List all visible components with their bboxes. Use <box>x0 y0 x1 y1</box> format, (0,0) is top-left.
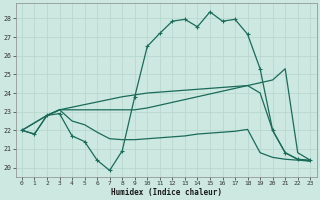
X-axis label: Humidex (Indice chaleur): Humidex (Indice chaleur) <box>111 188 221 197</box>
